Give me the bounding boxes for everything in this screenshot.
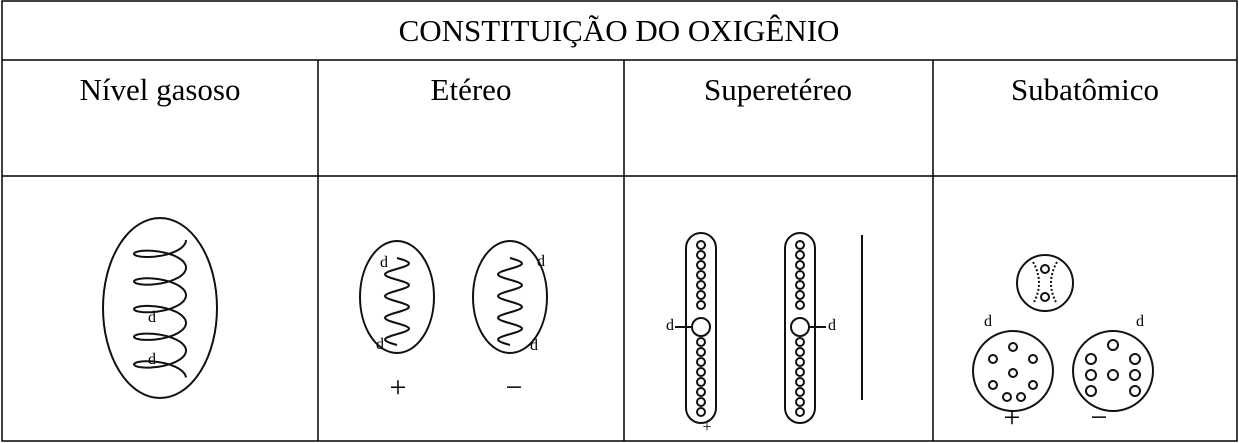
- shape: [972, 330, 1054, 412]
- dot: [795, 337, 805, 347]
- wave: [496, 257, 524, 346]
- dot: [1008, 342, 1018, 352]
- dot: [696, 280, 706, 290]
- dot: [795, 270, 805, 280]
- figure-label: d: [376, 336, 384, 353]
- shape: [1016, 254, 1074, 312]
- figure-label: d: [984, 313, 992, 330]
- shape: [1072, 330, 1154, 412]
- dot: [1002, 392, 1012, 402]
- dot: [696, 290, 706, 300]
- table-title: CONSTITUIÇÃO DO OXIGÊNIO: [399, 13, 840, 48]
- dot: [988, 380, 998, 390]
- dot: [795, 347, 805, 357]
- dot: [1107, 369, 1119, 381]
- dot: [988, 354, 998, 364]
- figure-label: +: [1004, 401, 1021, 434]
- shape: [790, 317, 810, 337]
- dot: [696, 337, 706, 347]
- dot: [696, 347, 706, 357]
- dot: [795, 280, 805, 290]
- figure-label: d: [1136, 313, 1144, 330]
- dot: [1028, 380, 1038, 390]
- dot: [696, 397, 706, 407]
- column-header: Nível gasoso: [79, 72, 240, 107]
- dot: [795, 240, 805, 250]
- dot: [696, 240, 706, 250]
- dot: [1107, 339, 1119, 351]
- dot: [795, 397, 805, 407]
- dot: [795, 367, 805, 377]
- dot: [696, 300, 706, 310]
- figure-label: −: [1091, 401, 1108, 434]
- dot: [1129, 353, 1141, 365]
- figure-label: +: [702, 419, 711, 436]
- dot: [696, 357, 706, 367]
- dot: [795, 387, 805, 397]
- dot: [1008, 368, 1018, 378]
- figure-label: d: [828, 317, 836, 334]
- dot: [795, 407, 805, 417]
- shape: [472, 240, 548, 354]
- dot: [696, 260, 706, 270]
- dot: [795, 357, 805, 367]
- shape: [691, 317, 711, 337]
- column-header: Subatômico: [1011, 72, 1159, 107]
- column-header: Etéreo: [431, 72, 512, 107]
- dot: [1129, 369, 1141, 381]
- shape: [102, 217, 218, 399]
- dot: [1129, 385, 1141, 397]
- dot: [696, 270, 706, 280]
- dot: [795, 377, 805, 387]
- dot: [696, 250, 706, 260]
- figure-label: −: [506, 371, 523, 404]
- figure-label: d: [148, 309, 156, 326]
- dot: [1085, 353, 1097, 365]
- dot: [795, 260, 805, 270]
- wave: [383, 257, 411, 346]
- dot: [1016, 392, 1026, 402]
- figure-label: d: [530, 337, 538, 354]
- dot: [1085, 385, 1097, 397]
- figure-label: d: [148, 351, 156, 368]
- dot: [795, 290, 805, 300]
- dot: [1040, 264, 1050, 274]
- dot: [696, 407, 706, 417]
- shape: [359, 240, 435, 354]
- dot: [795, 300, 805, 310]
- figure-label: d: [666, 317, 674, 334]
- dot: [1040, 292, 1050, 302]
- spiral: [132, 239, 188, 378]
- figure-label: d: [537, 253, 545, 270]
- dot: [696, 367, 706, 377]
- figure-label: +: [390, 371, 407, 404]
- dot: [696, 377, 706, 387]
- column-header: Superetéreo: [704, 72, 852, 107]
- figure-label: d: [380, 254, 388, 271]
- dot: [696, 387, 706, 397]
- dot: [795, 250, 805, 260]
- shape: [1032, 261, 1058, 305]
- dot: [1028, 354, 1038, 364]
- dot: [1085, 369, 1097, 381]
